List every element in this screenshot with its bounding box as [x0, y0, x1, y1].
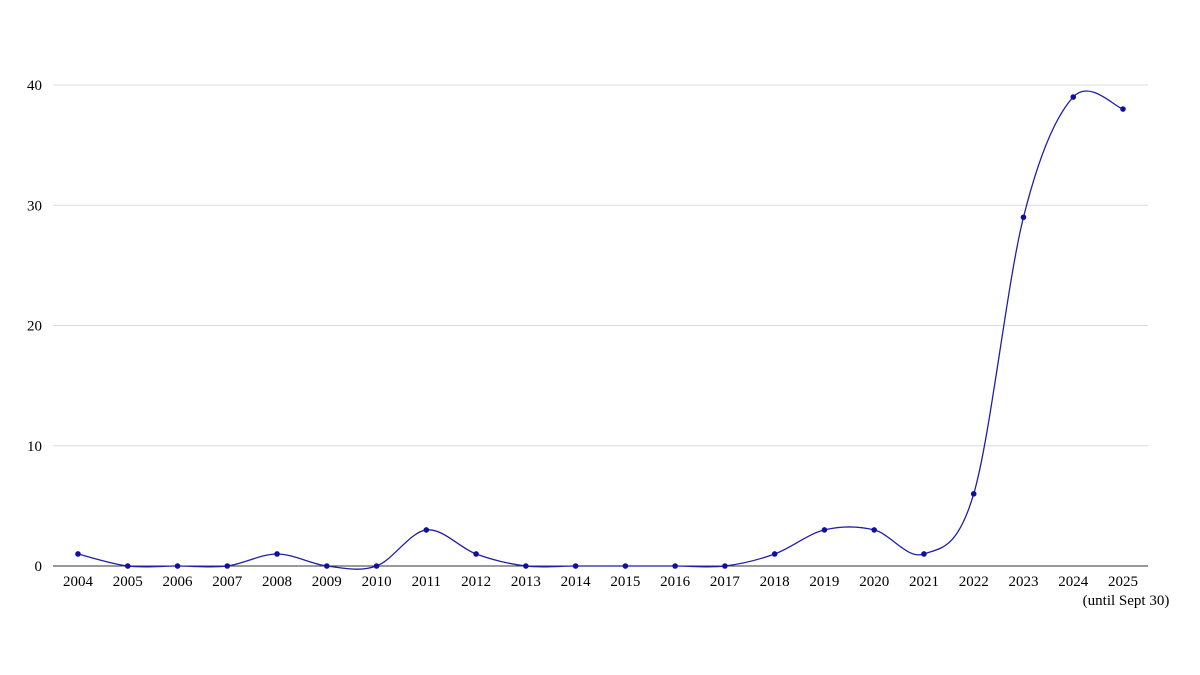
x-tick-label-2015: 2015 — [610, 574, 640, 590]
data-point-2019 — [821, 527, 828, 533]
x-tick-label-2012: 2012 — [461, 574, 491, 590]
x-tick-label-2019: 2019 — [809, 574, 839, 590]
x-tick-label-2025: 2025 — [1108, 574, 1138, 590]
data-points — [75, 94, 1126, 569]
y-tick-label-10: 10 — [27, 439, 42, 455]
x-tick-label-2009: 2009 — [312, 574, 342, 590]
data-point-2013 — [523, 563, 529, 569]
data-point-2004 — [75, 551, 81, 557]
x-tick-label-2004: 2004 — [63, 574, 94, 590]
x-tick-label-2016: 2016 — [660, 574, 691, 590]
data-point-2017 — [722, 563, 728, 569]
x-tick-label-2021: 2021 — [909, 574, 939, 590]
data-point-2018 — [771, 551, 778, 557]
y-tick-label-20: 20 — [27, 319, 42, 335]
data-point-2024 — [1070, 94, 1077, 100]
series-group — [77, 90, 1124, 570]
x-tick-label-2007: 2007 — [212, 574, 243, 590]
data-point-2012 — [473, 551, 479, 557]
x-tick-label-2005: 2005 — [113, 574, 143, 590]
y-tick-label-40: 40 — [27, 78, 42, 94]
data-point-2008 — [274, 551, 280, 557]
x-tick-label-2014: 2014 — [561, 574, 592, 590]
data-point-2009 — [324, 563, 330, 569]
data-point-2016 — [672, 563, 678, 569]
data-point-2021 — [921, 551, 927, 557]
data-point-2014 — [572, 563, 579, 569]
y-tick-label-30: 30 — [27, 198, 42, 214]
x-tick-label-2013: 2013 — [511, 574, 541, 590]
x-tick-label-2020: 2020 — [859, 574, 889, 590]
data-point-2010 — [373, 563, 380, 569]
x-tick-label-2008: 2008 — [262, 574, 292, 590]
data-point-2015 — [622, 563, 629, 569]
data-point-2005 — [124, 563, 131, 569]
data-point-2007 — [224, 563, 231, 569]
x-tick-label-2022: 2022 — [959, 574, 989, 590]
y-axis-ticks: 0 10 20 30 40 — [27, 78, 42, 575]
data-point-2023 — [1020, 214, 1027, 221]
grid-lines — [53, 84, 1148, 447]
x-tick-label-2010: 2010 — [362, 574, 392, 590]
x-tick-label-2017: 2017 — [710, 574, 741, 590]
data-point-2020 — [871, 527, 877, 533]
data-point-2022 — [970, 491, 977, 497]
y-tick-label-0: 0 — [35, 559, 43, 575]
x-tick-label-2024: 2024 — [1058, 574, 1089, 590]
data-point-2006 — [174, 563, 181, 569]
series-line-0 — [77, 90, 1124, 570]
x-tick-label-2011: 2011 — [412, 574, 441, 590]
x-tick-sublabel-2025: (until Sept 30) — [1083, 593, 1170, 609]
x-tick-label-2006: 2006 — [163, 574, 194, 590]
data-point-2011 — [423, 527, 430, 533]
x-tick-label-2018: 2018 — [760, 574, 790, 590]
data-point-2025 — [1120, 106, 1126, 112]
x-tick-label-2023: 2023 — [1008, 574, 1038, 590]
x-axis-ticks: 2004 2005 2006 2007 2008 2009 2010 2011 2012 2013… — [63, 574, 1169, 609]
